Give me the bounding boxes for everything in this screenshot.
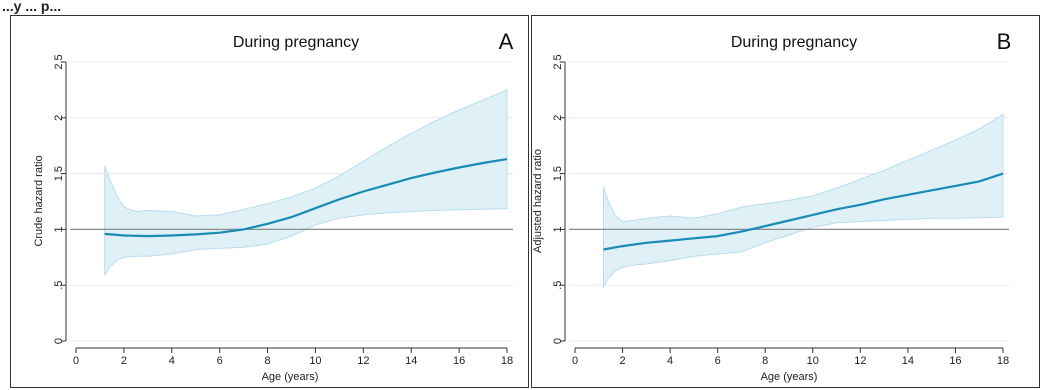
panel-b-x-tick-label: 2 <box>619 355 625 367</box>
panel-a-x-axis-label: Age (years) <box>262 371 319 383</box>
panel-b-x-tick-label: 4 <box>667 355 673 367</box>
panel-b-x-tick-label: 14 <box>902 355 914 367</box>
panel-a-y-tick-label: 1.5 <box>53 166 65 181</box>
panel-b-y-tick-label: 1.5 <box>552 166 564 181</box>
panel-b-estimate-line <box>603 172 1004 251</box>
panel-b-x-tick-label: 18 <box>997 355 1009 367</box>
panel-b: 0 .5 1 1.5 2 2.5 0 2 4 6 8 10 12 14 16 18 During pregna… <box>532 29 1011 383</box>
panel-a-x-tick-label: 6 <box>217 355 223 367</box>
panel-b-confidence-band <box>603 113 1004 289</box>
panel-a-x-tick-label: 4 <box>169 355 175 367</box>
panel-b-title: During pregnancy <box>731 34 857 51</box>
panel-b-x-tick-label: 10 <box>807 355 819 367</box>
panel-b-x-tick-label: 0 <box>572 355 578 367</box>
panel-a-frame <box>10 15 529 388</box>
panel-a-x-tick-label: 12 <box>357 355 369 367</box>
panel-a-y-tick-label: 1 <box>53 226 65 232</box>
panel-b-y-tick-label: 2.5 <box>552 54 564 69</box>
panel-b-x-tick-label: 16 <box>949 355 961 367</box>
panel-b-x-tick-label: 6 <box>715 355 721 367</box>
panel-a-y-tick-label: 0 <box>53 338 65 344</box>
panel-a-x-tick-label: 0 <box>73 355 79 367</box>
panel-a-x-tick-label: 10 <box>309 355 321 367</box>
panel-a-y-tick-label: 2 <box>53 115 65 121</box>
panel-b-y-axis-label: Adjusted hazard ratio <box>532 149 544 253</box>
header-text: ...y ... p... <box>2 0 61 14</box>
panel-a-letter: A <box>499 29 514 54</box>
panel-a-y-tick-label: .5 <box>53 281 65 290</box>
panel-a-estimate-line <box>104 158 508 238</box>
panel-a-title: During pregnancy <box>233 34 359 51</box>
panel-a: 0 .5 1 1.5 2 2.5 0 2 4 6 8 10 12 14 16 18 During pregna… <box>33 29 514 383</box>
panel-b-y-tick-label: 2 <box>552 115 564 121</box>
panel-b-y-tick-label: 1 <box>552 226 564 232</box>
panel-b-plot-area: 0 .5 1 1.5 2 2.5 0 2 4 6 8 10 12 14 16 18 <box>552 54 1009 367</box>
panel-b-letter: B <box>997 29 1012 54</box>
panel-a-y-axis-label: Crude hazard ratio <box>33 155 45 246</box>
panel-b-x-tick-label: 8 <box>762 355 768 367</box>
panel-b-x-axis-label: Age (years) <box>761 371 818 383</box>
panel-b-x-tick-label: 12 <box>854 355 866 367</box>
panel-b-y-tick-label: 0 <box>552 338 564 344</box>
panel-a-x-tick-label: 18 <box>501 355 513 367</box>
panel-a-x-tick-label: 14 <box>405 355 417 367</box>
panel-a-x-tick-label: 16 <box>453 355 465 367</box>
panel-b-y-tick-label: .5 <box>552 281 564 290</box>
panel-a-x-tick-label: 2 <box>121 355 127 367</box>
panel-a-y-tick-label: 2.5 <box>53 54 65 69</box>
panel-a-plot-area: 0 .5 1 1.5 2 2.5 0 2 4 6 8 10 12 14 16 18 <box>53 54 513 367</box>
panel-b-frame <box>531 15 1040 388</box>
panel-a-x-tick-label: 8 <box>264 355 270 367</box>
